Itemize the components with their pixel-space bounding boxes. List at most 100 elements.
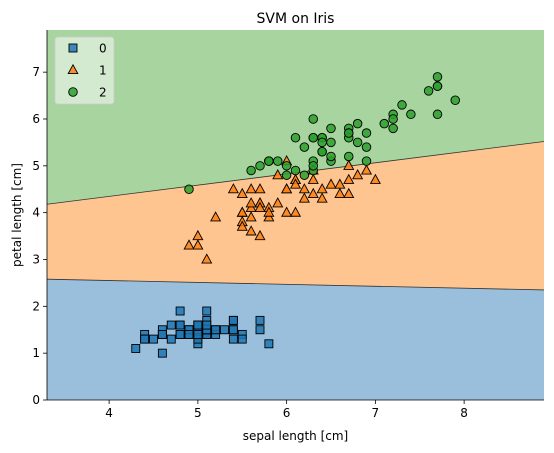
point-class-1-24 (316, 192, 328, 203)
point-class-0-24 (175, 306, 185, 316)
y-tick-label-0: 0 (32, 393, 40, 407)
point-class-0-43 (193, 320, 203, 330)
point-class-2-30 (406, 109, 416, 120)
point-class-2-45 (344, 151, 354, 162)
point-class-2-34 (290, 132, 301, 143)
point-class-2-26 (299, 170, 310, 180)
point-class-1-5 (254, 183, 266, 194)
point-class-1-42 (263, 206, 275, 217)
x-tick-label-4: 4 (105, 406, 113, 420)
point-class-0-32 (211, 325, 221, 335)
point-class-1-19 (245, 211, 257, 222)
point-class-1-21 (289, 206, 302, 217)
point-class-2-13 (255, 161, 265, 171)
point-class-1-47 (298, 192, 310, 203)
legend-marker-2 (68, 87, 78, 97)
point-class-1-41 (289, 178, 302, 189)
point-class-2-15 (317, 147, 327, 157)
point-class-2-7 (397, 100, 407, 110)
legend-box (54, 36, 115, 105)
data-points (131, 72, 461, 358)
point-class-2-4 (326, 123, 336, 134)
point-class-1-27 (343, 159, 355, 170)
point-class-2-46 (308, 161, 319, 171)
point-class-0-44 (202, 306, 212, 316)
legend-marker-0 (68, 43, 78, 53)
point-class-1-35 (281, 183, 293, 194)
point-class-1-25 (334, 187, 346, 198)
point-class-2-48 (299, 142, 310, 152)
point-class-2-2 (379, 118, 390, 129)
point-class-0-15 (255, 325, 265, 335)
legend: 0 1 2 (54, 36, 115, 105)
point-class-1-20 (272, 169, 284, 180)
point-class-2-36 (308, 132, 319, 143)
point-class-1-49 (254, 201, 266, 213)
point-class-1-11 (272, 197, 284, 208)
point-class-2-21 (246, 165, 256, 176)
point-class-1-43 (192, 239, 204, 250)
point-class-0-18 (255, 315, 265, 325)
y-tick-label-1: 1 (32, 346, 40, 360)
point-class-1-40 (236, 187, 248, 198)
point-class-0-22 (157, 348, 167, 358)
y-axis-label: petal length [cm] (10, 163, 24, 267)
point-class-1-26 (352, 169, 364, 180)
point-class-1-0 (369, 173, 381, 184)
point-class-2-49 (273, 156, 283, 166)
point-class-2-16 (326, 137, 336, 148)
point-class-0-16 (228, 334, 238, 344)
legend-label-0: 0 (99, 42, 107, 56)
axes-frame (46, 30, 544, 401)
y-tick-label-2: 2 (32, 299, 40, 313)
point-class-1-36 (343, 173, 355, 184)
point-class-1-39 (236, 206, 248, 217)
x-tick-label-6: 6 (283, 406, 291, 420)
point-class-1-4 (325, 178, 337, 189)
point-class-0-31 (228, 325, 238, 335)
point-class-1-6 (307, 173, 319, 184)
point-class-0-13 (131, 344, 141, 353)
point-class-0-46 (202, 320, 212, 330)
y-tick-label-4: 4 (32, 206, 40, 220)
point-class-0-20 (228, 315, 238, 325)
legend-marker-1 (67, 63, 79, 75)
point-class-1-16 (245, 183, 257, 194)
region-class-0 (47, 279, 544, 400)
x-tick-label-5: 5 (194, 406, 202, 420)
point-class-1-31 (236, 220, 248, 231)
point-class-1-15 (343, 187, 355, 198)
chart-title: SVM on Iris (257, 11, 335, 27)
point-class-2-0 (308, 114, 319, 124)
x-tick-label-7: 7 (372, 406, 380, 420)
point-class-1-2 (360, 164, 373, 175)
point-class-0-47 (157, 329, 167, 339)
y-tick-label-3: 3 (32, 252, 40, 266)
point-class-2-5 (423, 86, 434, 96)
x-axis-label: sepal length [cm] (243, 429, 348, 443)
y-tick-label-5: 5 (32, 159, 40, 173)
point-class-2-20 (361, 128, 372, 138)
point-class-1-48 (201, 253, 213, 264)
legend-label-2: 2 (99, 86, 107, 100)
point-class-1-12 (281, 206, 293, 217)
point-class-2-43 (352, 118, 363, 129)
point-class-0-2 (166, 334, 176, 344)
point-class-1-7 (183, 239, 195, 250)
point-class-2-47 (326, 151, 336, 162)
point-class-2-39 (361, 142, 372, 152)
point-class-2-19 (281, 161, 292, 171)
point-class-0-36 (237, 334, 247, 344)
point-class-2-38 (281, 170, 292, 180)
point-class-1-29 (254, 229, 266, 241)
point-class-2-41 (361, 156, 372, 166)
point-class-1-34 (227, 183, 239, 194)
point-class-0-29 (166, 320, 176, 330)
point-class-0-42 (140, 334, 150, 344)
point-class-0-37 (184, 329, 194, 339)
point-class-2-6 (184, 184, 194, 194)
y-tick-label-6: 6 (32, 112, 40, 126)
point-class-2-29 (388, 123, 398, 134)
y-tick-label-7: 7 (32, 65, 40, 79)
